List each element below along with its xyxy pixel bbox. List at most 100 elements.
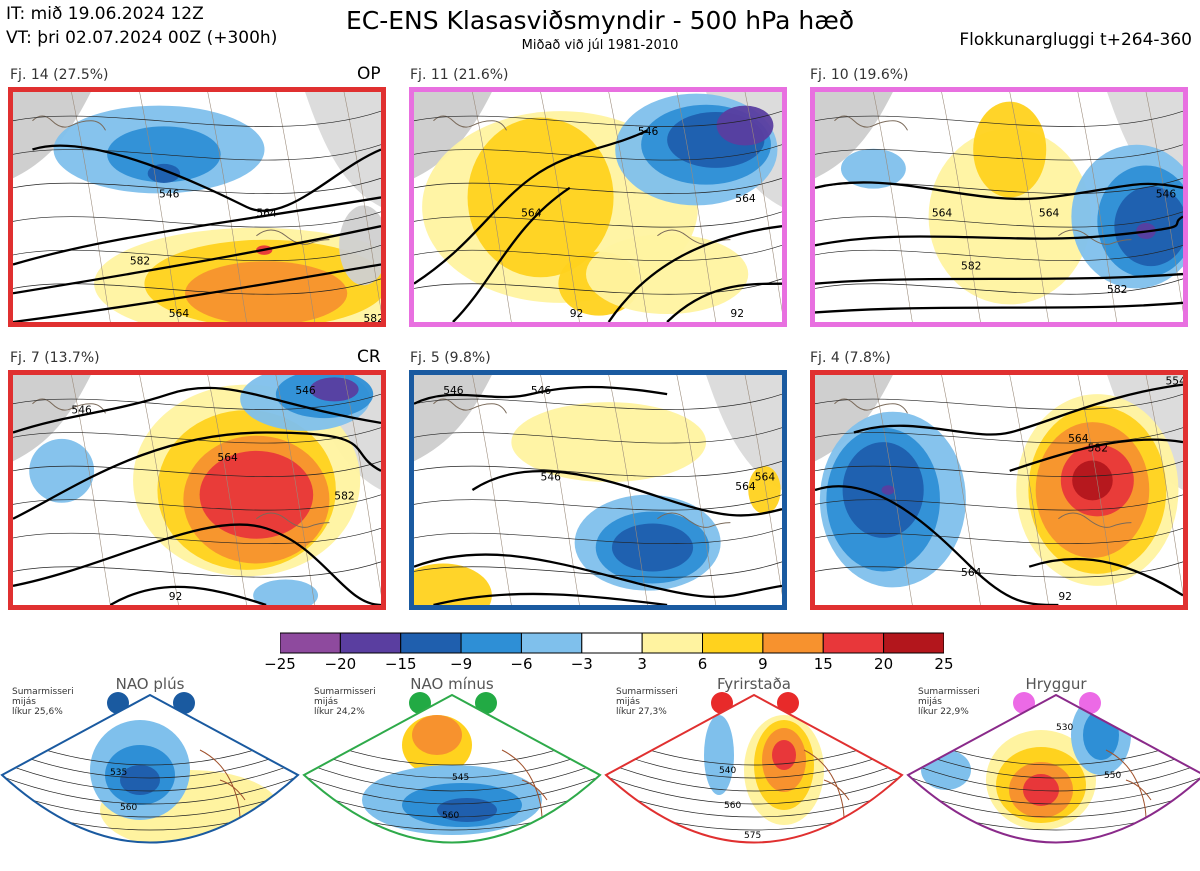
colorbar-tick-label: 25 xyxy=(934,655,954,673)
cluster-map: 546 564 582 564 582 xyxy=(13,92,381,322)
contour-label: 92 xyxy=(570,307,584,320)
colorbar-tick-label: 15 xyxy=(813,655,833,673)
anomaly-area xyxy=(147,163,181,184)
colorbar-swatch xyxy=(581,632,643,654)
chart-title: EC-ENS Klasasviðsmyndir - 500 hPa hæð xyxy=(345,6,855,35)
regime-map: 545 560 575 xyxy=(302,693,602,855)
cluster-map-panel: 546 546 564 546 564 xyxy=(409,370,787,610)
regime-marker-dot xyxy=(1079,692,1101,714)
height-contour xyxy=(414,494,782,511)
panel-tag: OP xyxy=(357,64,381,84)
contour-label: 564 xyxy=(1068,432,1089,445)
land-shape xyxy=(706,375,782,490)
regime-marker-dot xyxy=(173,692,195,714)
height-contour xyxy=(815,144,1183,161)
graticule-line xyxy=(1145,375,1183,596)
colorbar-tick-label: −3 xyxy=(570,655,593,673)
height-contour xyxy=(304,771,600,805)
main-contour xyxy=(815,272,1183,285)
cluster-map-panel: 546 546 564 582 92 xyxy=(8,370,386,610)
main-contour xyxy=(13,263,381,322)
contour-label: 554 xyxy=(1165,375,1183,388)
height-contour xyxy=(815,460,1183,477)
regime-note: líkur 24,2% xyxy=(314,707,365,717)
regime-border xyxy=(302,693,602,844)
colorbar-swatch xyxy=(280,632,341,654)
main-contour xyxy=(607,225,782,322)
colorbar-tick-label: 3 xyxy=(637,655,647,673)
regime-note: Sumarmisseri xyxy=(314,687,376,697)
land-shape xyxy=(13,375,91,462)
graticule-line xyxy=(608,92,648,322)
height-contour xyxy=(13,110,381,127)
anomaly-area xyxy=(585,234,749,315)
colorbar-tick-label: −6 xyxy=(510,655,533,673)
graticule-line xyxy=(1077,92,1118,322)
height-contour xyxy=(13,211,381,228)
contour-label: 92 xyxy=(169,590,183,603)
graticule-line xyxy=(1077,375,1118,605)
land-shape xyxy=(815,92,893,179)
height-contour xyxy=(414,427,782,444)
regime-note: Sumarmisseri xyxy=(12,687,74,697)
height-contour xyxy=(13,494,381,511)
colorbar-swatch xyxy=(641,632,704,654)
panel-label: Fj. 4 (7.8%) xyxy=(810,350,891,366)
graticule-line xyxy=(275,92,316,322)
height-contour xyxy=(13,245,381,262)
contour-label: 546 xyxy=(295,384,316,397)
main-contour xyxy=(13,431,381,520)
colorbar-tick-label: −20 xyxy=(324,655,357,673)
valid-time: VT: þri 02.07.2024 00Z (+300h) xyxy=(6,28,278,48)
coastline xyxy=(256,512,330,528)
contour-label: 546 xyxy=(71,403,92,416)
contour-label: 540 xyxy=(719,766,736,776)
graticule-line xyxy=(343,92,381,313)
contour-label: 546 xyxy=(443,384,464,397)
height-contour xyxy=(414,528,782,545)
main-contour xyxy=(471,470,782,517)
main-contour xyxy=(13,225,381,295)
coastline xyxy=(1058,512,1132,528)
height-contour xyxy=(815,278,1183,295)
height-contour xyxy=(815,494,1183,511)
panel-label: Fj. 14 (27.5%) xyxy=(10,67,109,83)
regime-marker-dot xyxy=(777,692,799,714)
colorbar-swatch xyxy=(702,632,764,654)
anomaly-area xyxy=(412,715,462,755)
main-contour xyxy=(1009,438,1183,472)
panel-label: Fj. 11 (21.6%) xyxy=(410,67,509,83)
cluster-map: 56458256492554 xyxy=(815,375,1183,605)
colorbar-tick-label: 6 xyxy=(697,655,708,673)
anomaly-area xyxy=(1072,460,1113,501)
contour-label: 546 xyxy=(638,125,659,138)
height-contour xyxy=(815,110,1183,127)
height-contour xyxy=(815,245,1183,262)
height-contour xyxy=(414,144,782,161)
height-contour xyxy=(13,278,381,295)
height-contour xyxy=(606,757,902,792)
anomaly-area xyxy=(1023,774,1059,806)
init-time: IT: mið 19.06.2024 12Z xyxy=(6,4,204,24)
colorbar-tick-label: −9 xyxy=(450,655,473,673)
graticule-line xyxy=(1009,375,1049,605)
main-contour xyxy=(32,144,381,212)
contour-label: 564 xyxy=(932,207,953,220)
land-shape xyxy=(305,92,381,207)
anomaly-area xyxy=(414,563,492,605)
main-contour xyxy=(853,383,1183,436)
land-shape xyxy=(13,92,91,179)
anomaly-area xyxy=(467,117,614,278)
height-contour xyxy=(815,528,1183,545)
height-contour xyxy=(815,211,1183,228)
graticule-line xyxy=(207,375,247,605)
regime-note: mijás xyxy=(314,697,338,707)
graticule-line xyxy=(472,92,512,322)
contour-label: 564 xyxy=(256,207,277,220)
panel-label: Fj. 10 (19.6%) xyxy=(810,67,909,83)
graticule-line xyxy=(343,375,381,596)
graticule-line xyxy=(744,375,782,596)
coastline xyxy=(501,749,548,821)
contour-label: 575 xyxy=(447,845,464,855)
contour-label: 564 xyxy=(521,207,542,220)
